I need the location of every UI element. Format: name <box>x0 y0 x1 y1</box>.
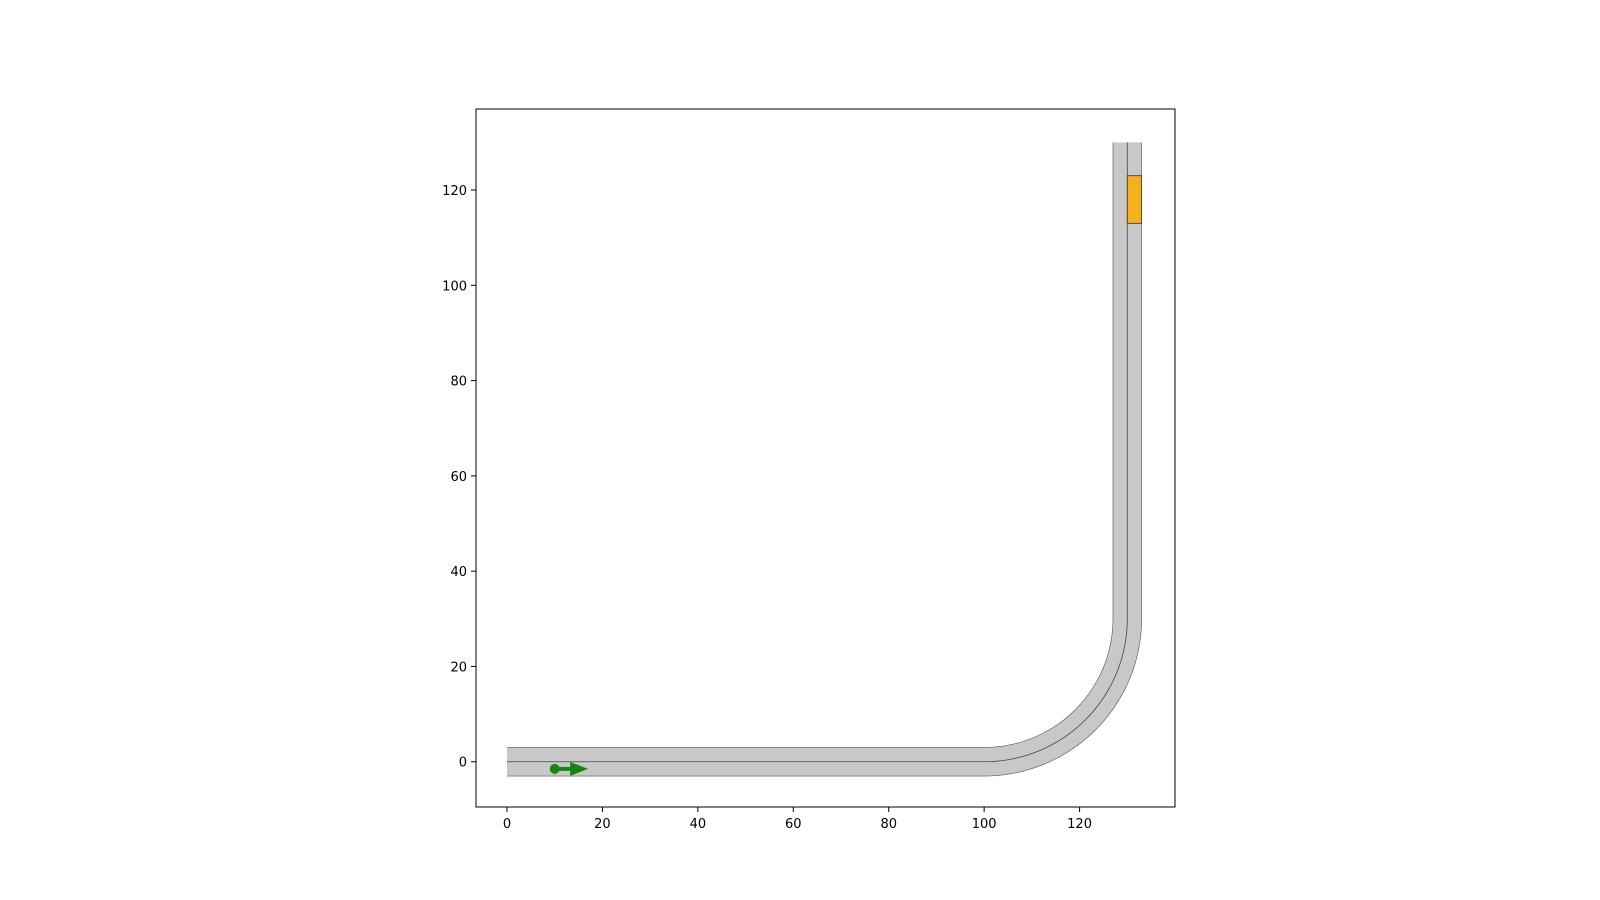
road-surface <box>507 142 1142 777</box>
x-tick-label: 100 <box>972 817 997 832</box>
y-axis-ticks: 0 20 40 60 80 100 120 <box>442 184 476 771</box>
x-tick-label: 80 <box>880 817 897 832</box>
y-tick-label: 20 <box>450 660 467 675</box>
y-tick-label: 80 <box>450 375 467 390</box>
axes <box>475 108 1176 808</box>
x-tick-label: 0 <box>503 817 511 832</box>
y-tick-label: 100 <box>442 279 467 294</box>
x-tick-label: 40 <box>690 817 707 832</box>
x-tick-label: 60 <box>785 817 802 832</box>
y-tick-label: 120 <box>442 184 467 199</box>
x-tick-label: 120 <box>1067 817 1092 832</box>
plot-frame <box>475 108 1176 808</box>
road-edge-outer <box>507 142 1142 777</box>
obstacle-vehicle <box>1126 175 1143 224</box>
y-tick-label: 60 <box>450 470 467 485</box>
road-edge-inner <box>507 142 1114 748</box>
x-tick-label: 20 <box>594 817 611 832</box>
ego-heading-arrow-head <box>570 761 589 776</box>
road <box>507 142 1142 777</box>
y-tick-label: 0 <box>459 756 467 771</box>
y-tick-label: 40 <box>450 565 467 580</box>
vehicles <box>549 175 1143 776</box>
road-centerline <box>507 142 1128 763</box>
x-axis-ticks: 0 20 40 60 80 100 120 <box>503 807 1092 832</box>
